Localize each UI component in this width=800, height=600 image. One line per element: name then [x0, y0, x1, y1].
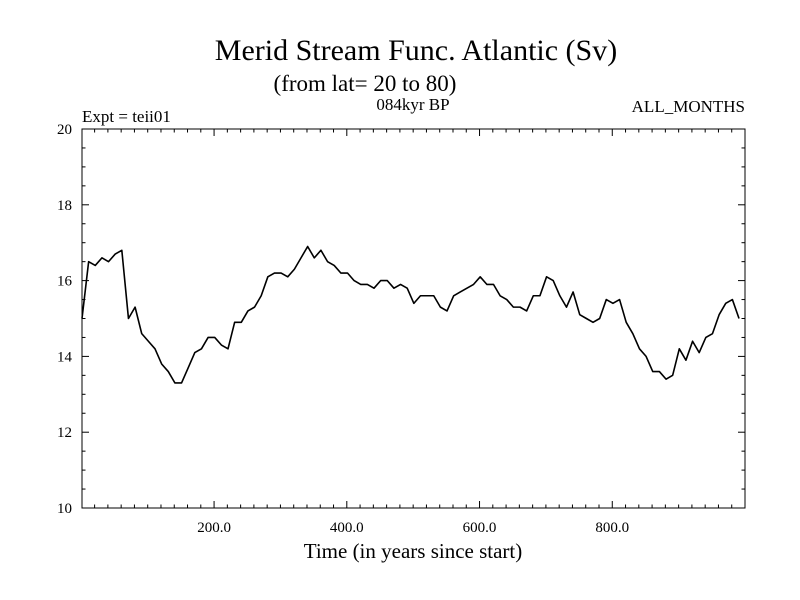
- annotation-left: Expt = teii01: [82, 107, 171, 126]
- annotation-center: 084kyr BP: [376, 95, 449, 114]
- series-layer: [81, 245, 740, 384]
- y-tick-label: 12: [57, 425, 72, 441]
- x-tick-label: 800.0: [595, 520, 629, 536]
- y-tick-label: 10: [57, 501, 72, 517]
- x-axis: 200.0 400.0 600.0 800.0: [94, 129, 746, 536]
- plot-frame: [81, 128, 746, 509]
- chart-title: Merid Stream Func. Atlantic (Sv): [215, 34, 617, 67]
- x-axis-label: Time (in years since start): [304, 539, 523, 563]
- y-tick-label: 14: [57, 349, 73, 365]
- annotation-right: ALL_MONTHS: [632, 97, 745, 116]
- y-tick-label: 16: [57, 274, 73, 290]
- chart-subtitle: (from lat= 20 to 80): [274, 71, 457, 96]
- x-tick-label: 400.0: [330, 520, 364, 536]
- x-tick-label: 200.0: [197, 520, 231, 536]
- y-tick-label: 20: [57, 122, 72, 138]
- series-line: [81, 245, 740, 384]
- x-tick-label: 600.0: [463, 520, 497, 536]
- y-axis: 10 12 14 16 18 20: [57, 122, 745, 517]
- y-tick-label: 18: [57, 198, 72, 214]
